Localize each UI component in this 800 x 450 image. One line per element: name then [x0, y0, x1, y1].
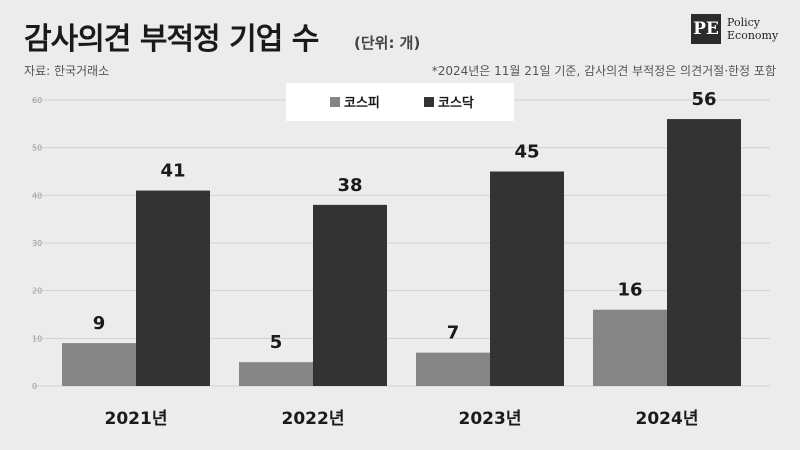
x-axis-ticks: 2021년 2022년 2023년 2024년 — [105, 409, 699, 429]
legend: 코스피 코스닥 — [286, 83, 514, 121]
footnote-text: *2024년은 11월 21일 기준, 감사의견 부적정은 의견거절·한정 포함 — [431, 64, 776, 78]
data-label: 16 — [617, 280, 642, 301]
legend-label: 코스닥 — [438, 95, 474, 111]
x-tick-label: 2022년 — [282, 409, 345, 429]
y-tick-label: 20 — [32, 287, 42, 296]
bar-코스피-2022년 — [239, 362, 313, 386]
bar-코스닥-2021년 — [136, 190, 210, 386]
source-text: 자료: 한국거래소 — [24, 64, 110, 78]
y-tick-label: 30 — [32, 239, 42, 248]
logo-text: Policy Economy — [727, 16, 778, 42]
data-label: 38 — [337, 175, 362, 196]
data-labels: 9 41 5 38 7 45 16 56 — [93, 89, 717, 353]
legend-label: 코스피 — [344, 96, 380, 111]
data-label: 41 — [160, 161, 185, 182]
data-label: 9 — [93, 313, 106, 334]
x-tick-label: 2024년 — [636, 409, 699, 429]
bar-코스닥-2023년 — [490, 171, 564, 386]
bar-코스닥-2024년 — [667, 119, 741, 387]
bar-코스닥-2022년 — [313, 204, 387, 386]
chart-title: 감사의견 부적정 기업 수 — [24, 22, 319, 57]
data-label: 56 — [691, 89, 716, 110]
policy-economy-logo: PE Policy Economy — [691, 14, 778, 44]
bar-코스피-2021년 — [62, 343, 136, 386]
x-tick-label: 2023년 — [459, 409, 522, 429]
legend-swatch — [424, 97, 434, 107]
y-tick-label: 40 — [32, 191, 42, 200]
y-tick-label: 10 — [32, 334, 42, 343]
data-label: 7 — [447, 323, 460, 344]
logo-line-2: Economy — [727, 29, 779, 42]
y-tick-label: 50 — [32, 144, 42, 153]
legend-swatch — [330, 97, 340, 107]
bars — [62, 119, 741, 387]
logo-mark-icon: PE — [691, 14, 721, 44]
y-tick-label: 0 — [32, 382, 37, 391]
y-axis-ticks: 0 10 20 30 40 50 60 — [32, 96, 42, 391]
bar-코스피-2024년 — [593, 309, 667, 386]
data-label: 5 — [270, 332, 283, 353]
unit-label: (단위: 개) — [354, 34, 421, 52]
x-tick-label: 2021년 — [105, 409, 168, 429]
logo-line-1: Policy — [727, 16, 760, 29]
bar-코스피-2023년 — [416, 352, 490, 386]
y-tick-label: 60 — [32, 96, 42, 105]
data-label: 45 — [514, 142, 539, 163]
legend-box — [286, 83, 514, 121]
